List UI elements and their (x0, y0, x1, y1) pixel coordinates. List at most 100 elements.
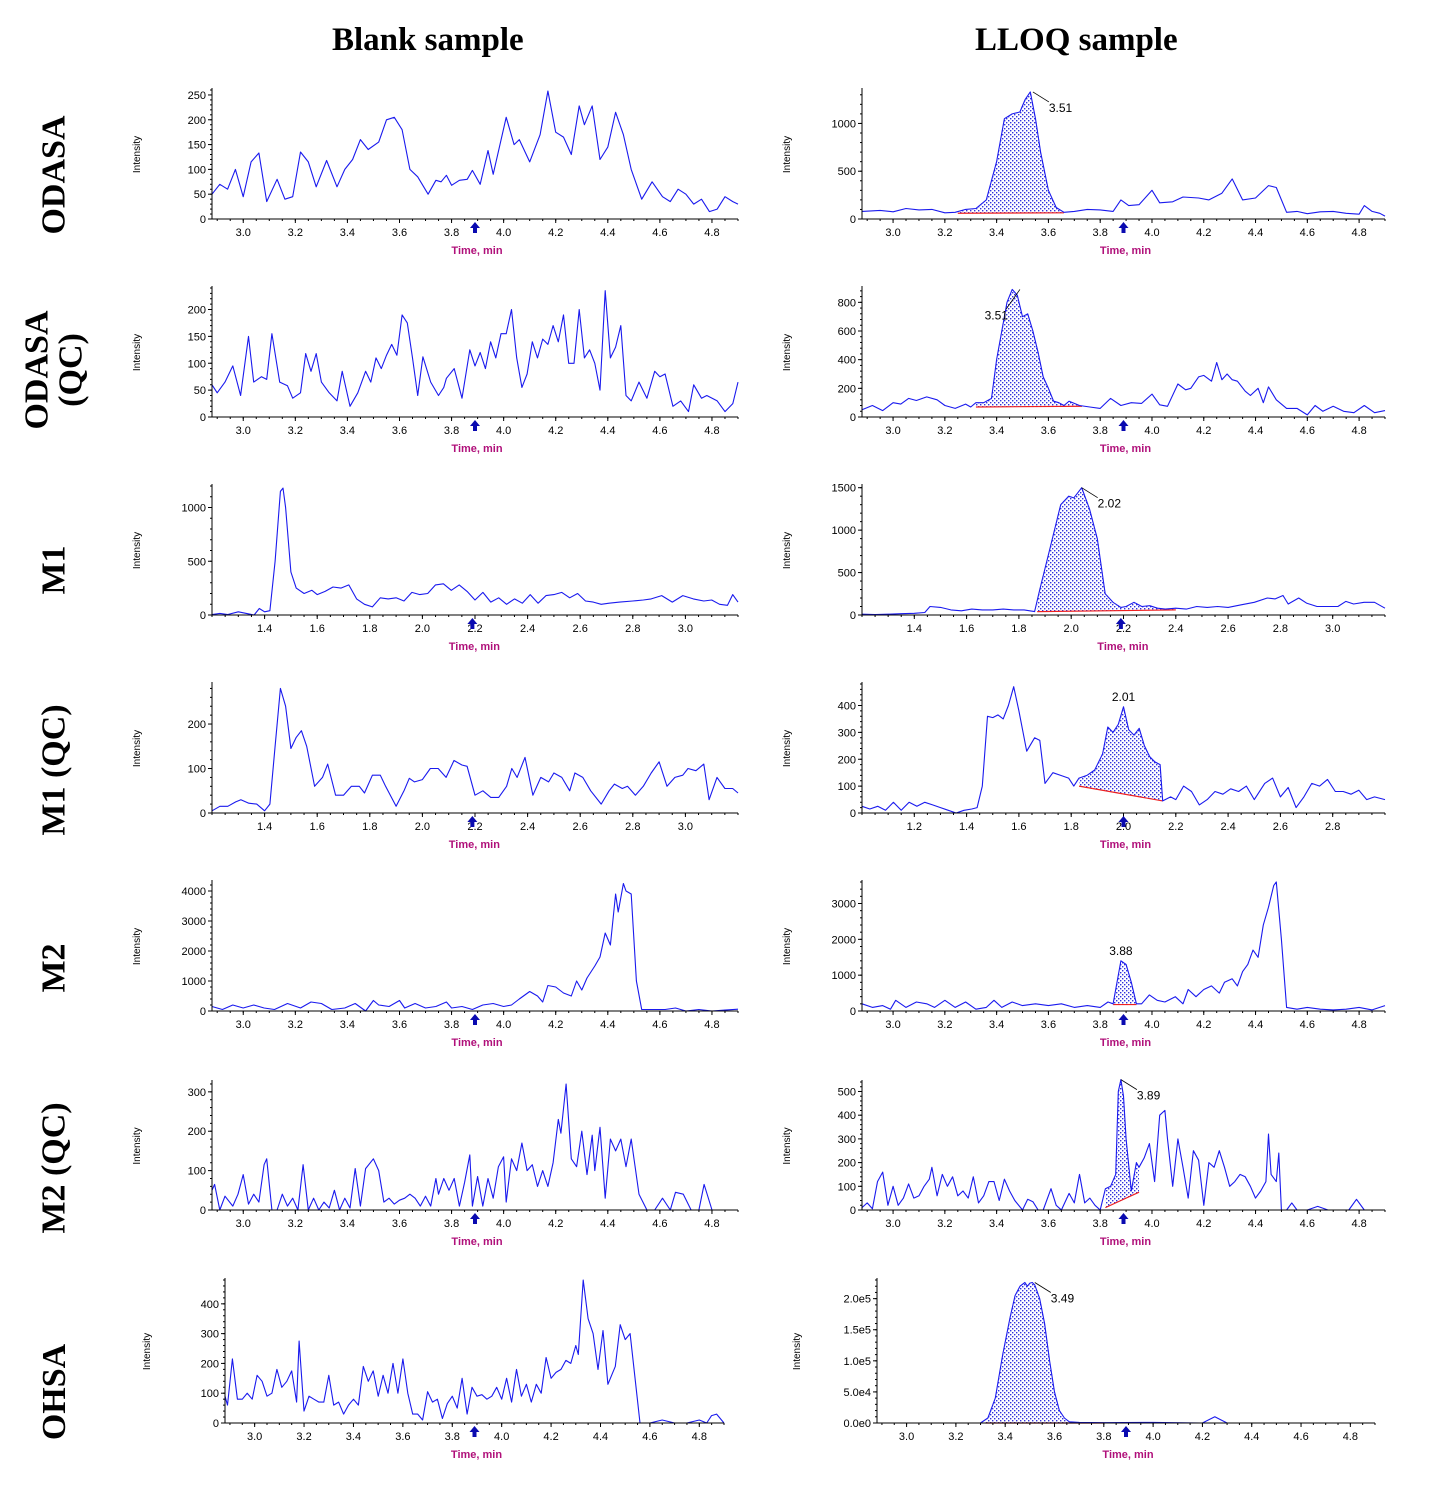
x-tick-label: 4.4 (1248, 227, 1263, 239)
x-tick-label: 4.0 (496, 227, 511, 239)
peak-retention-label: 2.01 (1112, 690, 1136, 704)
peak-baseline (976, 406, 1082, 407)
chromatogram-trace (212, 91, 738, 212)
x-tick-label: 2.4 (520, 821, 535, 833)
x-tick-label: 3.0 (236, 1019, 251, 1031)
y-tick-label: 200 (188, 305, 206, 317)
x-tick-label: 4.6 (652, 425, 667, 437)
y-axis-title: Intensity (132, 1127, 143, 1164)
x-tick-label: 3.2 (288, 1019, 303, 1031)
x-tick-label: 2.4 (1168, 623, 1183, 635)
x-tick-label: 3.6 (392, 425, 407, 437)
y-tick-label: 0 (200, 808, 206, 820)
x-tick-label: 2.0 (415, 623, 430, 635)
chromatogram-trace (212, 884, 738, 1012)
x-tick-label: 3.8 (1096, 1431, 1111, 1443)
x-tick-label: 3.8 (444, 1218, 459, 1230)
peak-area-fill (1079, 707, 1163, 801)
x-tick-label: 4.8 (1351, 425, 1366, 437)
y-axis-title: Intensity (142, 1333, 153, 1370)
x-axis-title: Time, min (1102, 1449, 1153, 1461)
y-axis-title: Intensity (782, 1127, 793, 1164)
x-tick-label: 3.0 (236, 1218, 251, 1230)
y-tick-label: 0 (850, 1006, 856, 1018)
x-tick-label: 4.6 (1300, 425, 1315, 437)
chromatogram-trace (225, 1280, 724, 1423)
y-axis-title: Intensity (132, 334, 143, 371)
y-tick-label: 100 (201, 1388, 219, 1400)
peak-label-leader (1033, 92, 1049, 102)
arrow-up-icon (470, 1426, 480, 1437)
x-tick-label: 3.4 (989, 227, 1004, 239)
y-tick-label: 250 (188, 90, 206, 102)
x-tick-label: 4.4 (1244, 1431, 1259, 1443)
x-tick-label: 3.6 (1047, 1431, 1062, 1443)
x-tick-label: 4.6 (1300, 1019, 1315, 1031)
y-tick-label: 2000 (182, 946, 206, 958)
x-tick-label: 3.4 (346, 1431, 361, 1443)
x-axis-title: Time, min (1100, 839, 1151, 851)
x-tick-label: 4.0 (496, 1019, 511, 1031)
y-axis-title: Intensity (782, 334, 793, 371)
x-tick-label: 4.8 (1351, 1019, 1366, 1031)
x-tick-label: 4.6 (1300, 1218, 1315, 1230)
x-tick-label: 3.0 (885, 227, 900, 239)
x-tick-label: 2.6 (573, 623, 588, 635)
x-tick-label: 3.2 (937, 1019, 952, 1031)
x-tick-label: 4.2 (1195, 1431, 1210, 1443)
y-tick-label: 0 (200, 1205, 206, 1217)
chromatogram-trace (212, 688, 738, 810)
arrow-up-icon (1119, 1014, 1129, 1025)
y-tick-label: 300 (188, 1087, 206, 1099)
y-tick-label: 100 (838, 781, 856, 793)
x-axis-title: Time, min (1100, 443, 1151, 455)
x-tick-label: 1.4 (907, 623, 922, 635)
x-axis-title: Time, min (451, 245, 502, 257)
x-tick-label: 2.8 (1325, 821, 1340, 833)
y-axis-title: Intensity (782, 136, 793, 173)
x-axis-title: Time, min (451, 1236, 502, 1248)
y-tick-label: 0 (213, 1418, 219, 1430)
y-tick-label: 0 (200, 214, 206, 226)
y-tick-label: 1000 (182, 503, 206, 515)
y-tick-label: 1000 (182, 976, 206, 988)
x-tick-label: 3.4 (340, 227, 355, 239)
y-axis-title: Intensity (782, 532, 793, 569)
x-tick-label: 4.0 (1144, 1019, 1159, 1031)
x-tick-label: 3.8 (1093, 1019, 1108, 1031)
x-tick-label: 3.0 (247, 1431, 262, 1443)
x-axis-title: Time, min (1100, 1037, 1151, 1049)
x-tick-label: 4.4 (600, 425, 615, 437)
y-tick-label: 150 (188, 331, 206, 343)
x-tick-label: 3.4 (989, 1019, 1004, 1031)
y-tick-label: 300 (201, 1329, 219, 1341)
y-tick-label: 0 (200, 1006, 206, 1018)
y-axis-title: Intensity (132, 532, 143, 569)
x-axis-title: Time, min (1097, 641, 1148, 653)
peak-retention-label: 3.51 (1049, 101, 1073, 115)
x-tick-label: 3.6 (1041, 425, 1056, 437)
x-tick-label: 3.8 (1093, 1218, 1108, 1230)
x-tick-label: 3.8 (444, 1019, 459, 1031)
chromatogram-trace (862, 289, 1385, 415)
y-tick-label: 200 (838, 1158, 856, 1170)
x-tick-label: 3.8 (1093, 425, 1108, 437)
x-tick-label: 3.2 (948, 1431, 963, 1443)
x-tick-label: 2.8 (1273, 623, 1288, 635)
x-tick-label: 4.4 (1248, 425, 1263, 437)
y-tick-label: 500 (838, 568, 856, 580)
x-tick-label: 2.4 (520, 623, 535, 635)
x-tick-label: 1.4 (959, 821, 974, 833)
peak-area-fill (976, 289, 1082, 407)
x-tick-label: 3.6 (1041, 227, 1056, 239)
x-tick-label: 1.6 (310, 821, 325, 833)
x-tick-label: 4.4 (600, 227, 615, 239)
y-tick-label: 1000 (832, 118, 856, 130)
x-tick-label: 2.4 (1220, 821, 1235, 833)
chromatogram-trace (212, 1084, 738, 1210)
